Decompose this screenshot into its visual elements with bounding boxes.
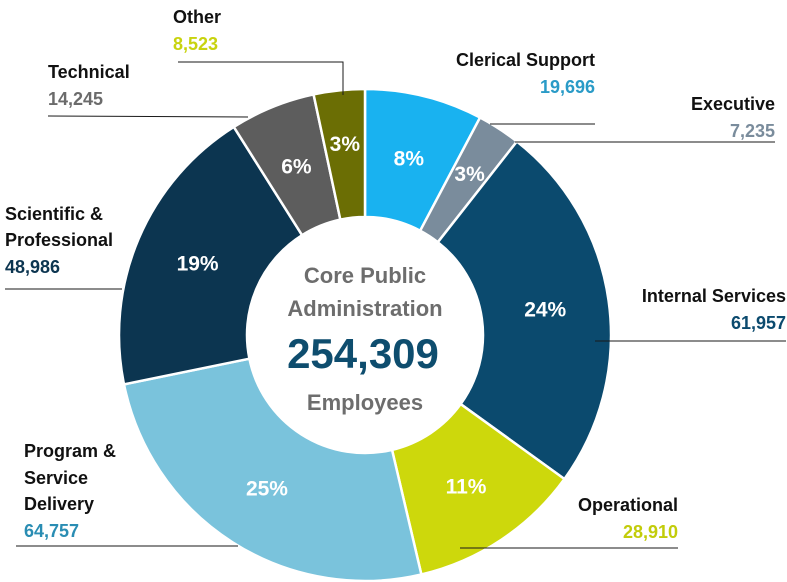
category-label-clerical-support: Clerical Support xyxy=(456,50,595,70)
chart-slices xyxy=(117,87,613,582)
value-label-executive: 7,235 xyxy=(730,121,775,141)
category-label-other: Other xyxy=(173,7,221,27)
category-label-scientific-and-professional-line-1: Scientific & xyxy=(5,204,103,224)
category-label-operational: Operational xyxy=(578,495,678,515)
category-label-executive: Executive xyxy=(691,94,775,114)
chart-percent-labels: 8% 3% 24% 11% 25% 19% 6% 3% xyxy=(177,133,567,500)
center-line-1: Core Public xyxy=(304,263,426,288)
percent-label-other: 3% xyxy=(330,133,361,156)
value-label-internal-services: 61,957 xyxy=(731,313,786,333)
chart-callouts: Clerical Support 19,696 Executive 7,235 Inte… xyxy=(5,7,786,549)
value-label-clerical-support: 19,696 xyxy=(540,77,595,97)
category-label-internal-services: Internal Services xyxy=(642,286,786,306)
percent-label-operational: 11% xyxy=(446,475,487,498)
center-total: 254,309 xyxy=(287,330,439,377)
slice-internal-services xyxy=(436,139,613,481)
percent-label-scientific-and-professional: 19% xyxy=(177,253,219,276)
slice-other xyxy=(312,87,367,222)
center-line-2: Administration xyxy=(287,296,442,321)
value-label-other: 8,523 xyxy=(173,34,218,54)
category-label-scientific-and-professional-line-2: Professional xyxy=(5,230,113,250)
value-label-program-and-service-delivery: 64,757 xyxy=(24,521,79,541)
percent-label-program-and-service-delivery: 25% xyxy=(246,477,288,500)
leader-line-other xyxy=(178,61,344,95)
percent-label-internal-services: 24% xyxy=(524,299,566,322)
category-label-program-and-service-delivery-line-1: Program & xyxy=(24,441,116,461)
category-label-program-and-service-delivery-line-3: Delivery xyxy=(24,494,94,514)
value-label-operational: 28,910 xyxy=(623,522,678,542)
center-label: Core Public Administration 254,309 Emplo… xyxy=(287,263,443,415)
value-label-technical: 14,245 xyxy=(48,89,103,109)
value-label-scientific-and-professional: 48,986 xyxy=(5,257,60,277)
percent-label-technical: 6% xyxy=(281,155,312,178)
slice-scientific-and-professional xyxy=(117,125,304,386)
category-label-program-and-service-delivery-line-2: Service xyxy=(24,468,88,488)
slice-program-and-service-delivery xyxy=(122,357,423,582)
percent-label-executive: 3% xyxy=(454,163,485,186)
percent-label-clerical-support: 8% xyxy=(394,147,425,170)
category-label-technical: Technical xyxy=(48,62,130,82)
center-line-3: Employees xyxy=(307,390,423,415)
leader-line-technical xyxy=(47,115,249,118)
